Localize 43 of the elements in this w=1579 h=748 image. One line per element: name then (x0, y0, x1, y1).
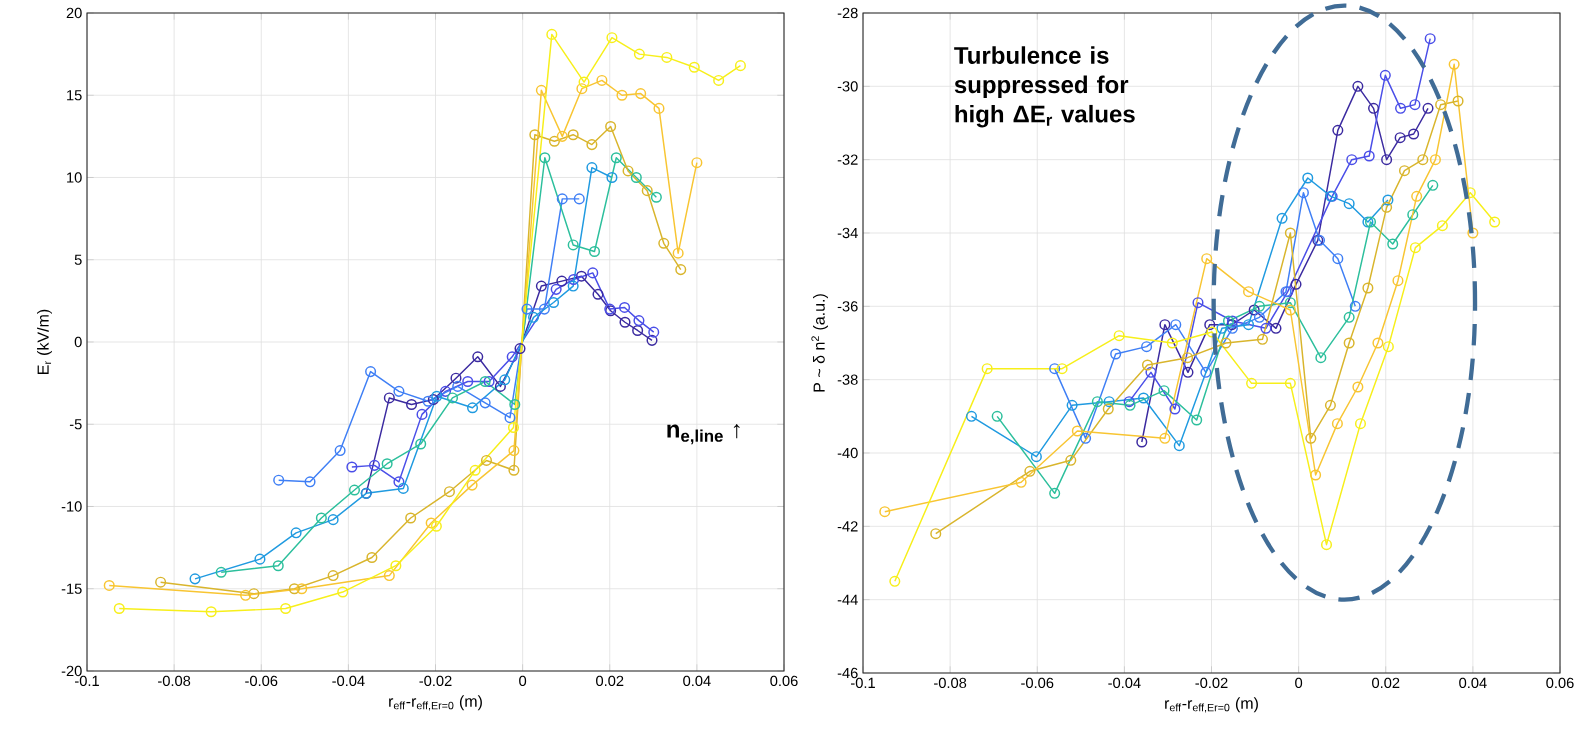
y-tick-label: 0 (74, 336, 82, 348)
x-tick-label: 0.06 (1546, 677, 1574, 689)
x-tick-label: 0 (519, 675, 527, 687)
x-tick-label: 0.06 (770, 675, 798, 687)
x-tick-label: -0.06 (1021, 677, 1054, 689)
x-axis-title: r$_{eff}$-r$_{eff,Er=0}$ (m) (1165, 697, 1258, 713)
x-tick-label: -0.1 (75, 675, 99, 687)
x-tick-label: 0.04 (683, 675, 711, 687)
y-tick-label: -10 (61, 501, 82, 512)
x-tick-label: -0.08 (158, 675, 191, 687)
y-tick-label: -44 (837, 594, 858, 605)
y-tick-label: -40 (837, 447, 858, 459)
x-tick-label: -0.02 (419, 675, 452, 687)
x-tick-label: -0.02 (1195, 677, 1228, 689)
text: n$_{e,line}$ ↑ (667, 423, 740, 445)
x-tick-label: -0.1 (851, 677, 875, 689)
x-tick-label: -0.04 (1108, 677, 1141, 689)
y-axis-title: P ~ δ n$^{2}$ (a.u.) (811, 294, 828, 392)
y-tick-label: 20 (66, 7, 82, 19)
y-tick-label: -5 (69, 419, 82, 430)
y-tick-label: -20 (61, 665, 82, 677)
y-tick-label: -30 (837, 81, 858, 92)
y-tick-label: 10 (67, 172, 82, 183)
text: Turbulence is suppressed for high ΔE$_{r}$ values (954, 46, 1135, 128)
x-tick-label: 0.04 (1459, 677, 1487, 689)
y-tick-label: -36 (837, 301, 858, 312)
x-tick-label: 0.02 (1372, 677, 1400, 689)
x-tick-label: -0.04 (332, 675, 365, 687)
y-tick-label: 5 (74, 254, 82, 265)
x-tick-label: 0 (1295, 677, 1303, 689)
y-axis-title: E$_{r}$ (kV/m) (37, 309, 52, 374)
x-tick-label: -0.08 (934, 677, 967, 689)
y-tick-label: -42 (837, 521, 858, 532)
y-tick-label: -38 (837, 374, 858, 385)
y-tick-label: -28 (837, 7, 858, 19)
y-tick-label: -34 (837, 227, 858, 239)
x-axis-title: r$_{eff}$-r$_{eff,Er=0}$ (m) (389, 695, 482, 711)
x-tick-label: -0.06 (245, 675, 278, 687)
y-tick-label: -15 (61, 583, 82, 594)
y-tick-label: -32 (837, 154, 858, 165)
y-tick-label: 15 (67, 90, 82, 101)
y-tick-label: -46 (837, 667, 858, 679)
x-tick-label: 0.02 (596, 675, 624, 687)
